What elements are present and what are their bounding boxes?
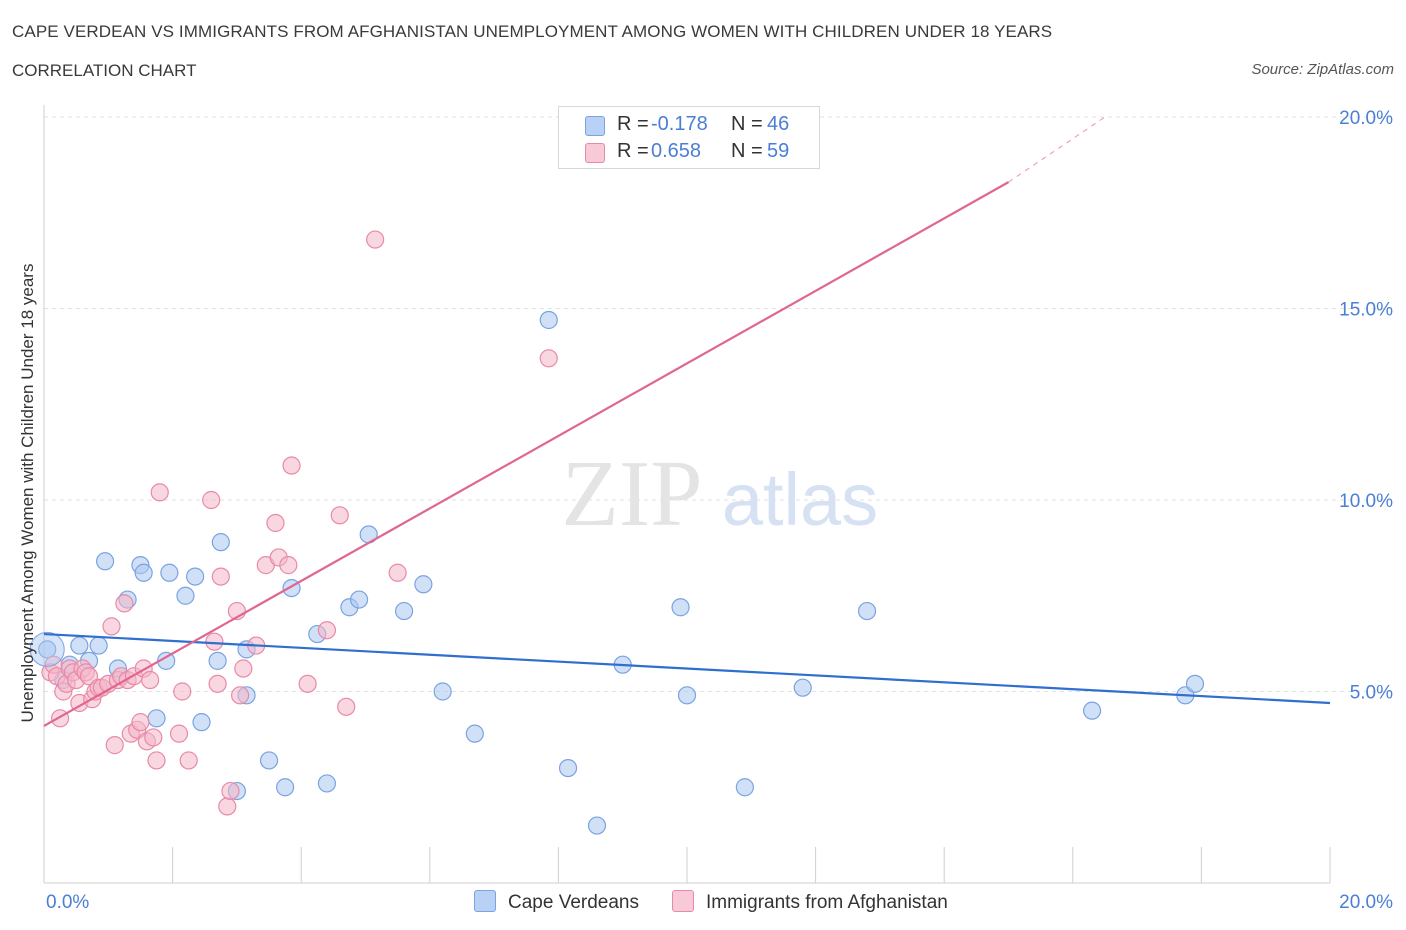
afghanistan-point bbox=[102, 617, 121, 636]
afghanistan-point bbox=[218, 797, 237, 816]
cape-verdean-point bbox=[211, 533, 230, 552]
cape-verdean-point bbox=[1185, 674, 1205, 693]
y-tick-label: 20.0% bbox=[1339, 108, 1393, 129]
legend-n-label: N = bbox=[731, 140, 763, 162]
legend-n-label: N = bbox=[731, 113, 763, 135]
legend-item-afghanistan: Immigrants from Afghanistan bbox=[672, 890, 948, 914]
cape-verdean-point bbox=[192, 713, 211, 732]
cape-verdean-point bbox=[38, 640, 57, 659]
cape-verdean-point bbox=[394, 601, 414, 621]
x-tick-label: 0.0% bbox=[46, 892, 89, 913]
legend-r-value: -0.178 bbox=[651, 113, 708, 135]
cape-verdean-point bbox=[558, 758, 578, 778]
afghanistan-point bbox=[208, 674, 227, 693]
cape-verdean-point bbox=[539, 310, 558, 330]
afghanistan-point bbox=[337, 697, 356, 716]
cape-verdean-point bbox=[89, 636, 108, 655]
afghanistan-point bbox=[131, 713, 150, 732]
legend-n-value: 59 bbox=[767, 140, 790, 162]
afghanistan-point bbox=[140, 670, 160, 690]
afghanistan-point bbox=[298, 674, 317, 693]
legend-label: Immigrants from Afghanistan bbox=[706, 892, 948, 913]
legend-swatch-pink bbox=[585, 143, 605, 163]
cape-verdean-point bbox=[208, 651, 227, 670]
afghanistan-point bbox=[366, 230, 385, 249]
cape-verdean-point bbox=[1082, 701, 1102, 720]
data-points bbox=[29, 230, 1205, 835]
cape-verdean-point bbox=[433, 682, 452, 701]
cape-verdean-point bbox=[793, 678, 812, 697]
stats-legend: R = -0.178 N = 46 R = 0.658 N = 59 bbox=[558, 106, 820, 169]
watermark-zip: ZIP bbox=[562, 442, 703, 546]
cape-verdean-point bbox=[29, 631, 65, 667]
afghanistan-point bbox=[150, 483, 169, 502]
cape-verdean-point bbox=[317, 774, 337, 793]
afghanistan-point bbox=[282, 456, 301, 475]
cape-verdean-point bbox=[186, 567, 205, 586]
legend-r-label: R = bbox=[617, 113, 649, 135]
afghanistan-point bbox=[147, 751, 166, 770]
grid-lines bbox=[44, 116, 1390, 692]
afghanistan-point bbox=[221, 781, 240, 801]
legend-r-label: R = bbox=[617, 140, 649, 162]
cape-verdean-point bbox=[95, 552, 115, 571]
cape-verdean-point bbox=[176, 586, 195, 605]
legend-swatch-pink bbox=[672, 890, 694, 912]
watermark-atlas: atlas bbox=[722, 458, 878, 541]
cape-verdean-point bbox=[349, 590, 369, 609]
cape-verdean-point bbox=[160, 563, 179, 582]
afghanistan-point bbox=[330, 506, 349, 525]
tick-labels: 5.0% 10.0% 15.0% 20.0% 0.0% 20.0% bbox=[46, 108, 1393, 913]
cape-verdean-point bbox=[147, 709, 166, 728]
cape-verdean-point bbox=[465, 724, 484, 743]
afghanistan-point bbox=[179, 751, 198, 770]
afghanistan-point bbox=[266, 513, 285, 533]
afghanistan-point bbox=[169, 724, 189, 743]
legend-r-value: 0.658 bbox=[651, 140, 702, 162]
cape-verdean-point bbox=[857, 601, 877, 621]
afghanistan-point bbox=[115, 594, 134, 613]
x-tick-label: 20.0% bbox=[1339, 892, 1393, 913]
legend-label: Cape Verdeans bbox=[508, 892, 639, 913]
legend-item-cape-verdeans: Cape Verdeans bbox=[474, 890, 639, 914]
cape-verdean-point bbox=[735, 778, 754, 797]
cape-verdean-point bbox=[259, 751, 279, 770]
afghanistan-point bbox=[173, 682, 192, 701]
afghanistan-point bbox=[231, 686, 250, 705]
cape-verdean-point bbox=[134, 563, 153, 582]
afghanistan-point bbox=[105, 736, 124, 755]
cape-verdean-point bbox=[677, 686, 697, 705]
axes bbox=[43, 105, 1331, 884]
chart-title: CAPE VERDEAN VS IMMIGRANTS FROM AFGHANIS… bbox=[12, 22, 1053, 41]
trend-line-cape-verdeans bbox=[43, 632, 1331, 705]
afghanistan-point bbox=[317, 621, 337, 640]
y-axis-label: Unemployment Among Women with Children U… bbox=[18, 263, 37, 723]
afghanistan-point bbox=[279, 556, 298, 575]
y-tick-label: 5.0% bbox=[1350, 683, 1393, 704]
legend-swatch-blue bbox=[474, 890, 496, 912]
afghanistan-point bbox=[202, 490, 221, 510]
cape-verdean-point bbox=[276, 778, 295, 797]
cape-verdean-point bbox=[70, 636, 89, 655]
afghanistan-point bbox=[144, 728, 163, 747]
trend-lines bbox=[43, 116, 1331, 727]
cape-verdean-point bbox=[587, 816, 607, 835]
afghanistan-point bbox=[205, 632, 224, 651]
y-tick-label: 15.0% bbox=[1339, 300, 1393, 321]
chart-subtitle: CORRELATION CHART bbox=[12, 61, 197, 80]
afghanistan-point bbox=[234, 659, 253, 678]
trend-line-afghanistan-extension bbox=[1008, 116, 1106, 183]
cape-verdean-point bbox=[414, 575, 433, 594]
trend-line-afghanistan bbox=[43, 181, 1010, 727]
afghanistan-point bbox=[388, 563, 407, 582]
watermark: ZIP atlas bbox=[562, 442, 879, 546]
afghanistan-point bbox=[211, 567, 230, 586]
legend-n-value: 46 bbox=[767, 113, 790, 135]
legend-swatch-blue bbox=[585, 116, 605, 136]
source-note: Source: ZipAtlas.com bbox=[1251, 61, 1394, 78]
afghanistan-point bbox=[539, 349, 558, 368]
y-tick-label: 10.0% bbox=[1339, 491, 1393, 512]
cape-verdean-point bbox=[671, 598, 690, 617]
